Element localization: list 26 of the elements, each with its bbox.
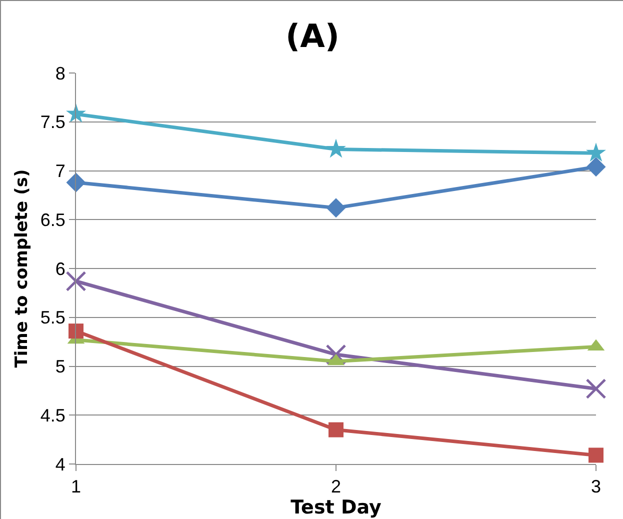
point	[586, 378, 606, 399]
point	[328, 422, 344, 438]
x-tick-label: 2	[330, 476, 342, 497]
point	[586, 142, 606, 162]
y-tick-label: 8	[55, 63, 66, 84]
point	[326, 138, 346, 158]
point	[68, 324, 84, 339]
x-tick-label: 1	[70, 476, 82, 497]
point	[66, 104, 86, 123]
point	[66, 172, 86, 192]
point	[588, 448, 604, 463]
y-tick-label: 5.5	[40, 308, 66, 328]
y-tick-label: 7	[55, 161, 66, 182]
y-tick-label: 5	[55, 356, 66, 377]
y-tick-label: 4	[55, 454, 66, 474]
y-axis-title: Time to complete (s)	[12, 169, 32, 368]
y-tick-label: 4.5	[40, 405, 66, 426]
point	[326, 198, 346, 218]
y-tick-label: 7.5	[40, 112, 66, 132]
chart-title: (A)	[285, 16, 340, 55]
point	[586, 157, 606, 177]
y-tick-label: 6.5	[40, 210, 66, 230]
y-tick-label: 6	[55, 258, 66, 279]
x-axis-title: Test Day	[290, 496, 382, 519]
point	[66, 270, 86, 292]
x-tick-label: 3	[590, 476, 602, 497]
